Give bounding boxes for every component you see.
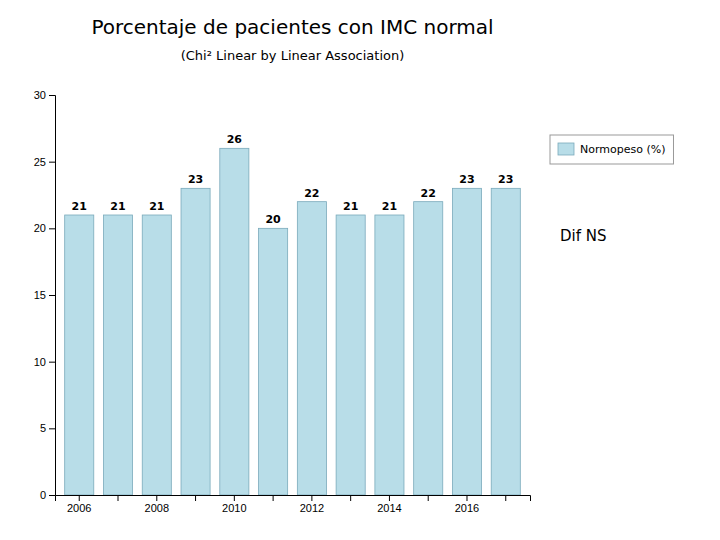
y-tick: 15: [34, 289, 55, 301]
x-tick: 2008: [145, 495, 169, 514]
y-tick-mark: [49, 162, 55, 163]
x-tick: [350, 495, 351, 501]
bar: [65, 215, 94, 495]
legend-frame: [550, 135, 673, 164]
x-tick-mark: [156, 495, 157, 501]
bar: [103, 215, 132, 495]
x-tick-mark: [273, 495, 274, 501]
bar: [220, 148, 249, 495]
x-tick: [428, 495, 429, 501]
x-tick-label: 2006: [67, 502, 91, 514]
chart: Porcentaje de pacientes con IMC normal (C…: [0, 0, 720, 540]
bar: [452, 188, 481, 495]
data-label: 23: [459, 173, 474, 186]
x-tick-mark: [79, 495, 80, 501]
y-tick-label: 25: [34, 156, 46, 168]
y-tick-label: 10: [34, 356, 46, 368]
data-label: 21: [343, 200, 358, 213]
x-tick: [273, 495, 274, 501]
y-tick: 30: [34, 89, 55, 101]
x-axis: 2006 2008 2010 2012 2014 2016: [56, 495, 531, 514]
data-label: 22: [304, 187, 319, 200]
x-tick: 2012: [300, 495, 324, 514]
data-label: 21: [72, 200, 87, 213]
x-tick-mark: [311, 495, 312, 501]
y-tick: 0: [40, 489, 55, 501]
data-label: 23: [498, 173, 513, 186]
x-tick: 2006: [67, 495, 91, 514]
y-tick: 25: [34, 156, 55, 168]
bar: [297, 202, 326, 495]
bar: [375, 215, 404, 495]
x-tick-mark: [195, 495, 196, 501]
subtitle: (Chi² Linear by Linear Association): [181, 48, 405, 63]
x-tick: [118, 495, 119, 501]
x-tick: 2010: [222, 495, 246, 514]
y-tick: 20: [34, 222, 55, 234]
legend-swatch: [558, 143, 574, 155]
y-tick-mark: [49, 362, 55, 363]
y-tick: 5: [40, 422, 55, 434]
bars: [65, 148, 521, 495]
y-tick-mark: [49, 295, 55, 296]
y-tick: 10: [34, 356, 55, 368]
y-tick-mark: [49, 95, 55, 96]
x-tick-mark: [428, 495, 429, 501]
x-tick: 2014: [377, 495, 401, 514]
data-labels: 21 21 21 23 26 20 22 21 21 22 23 23: [72, 133, 514, 226]
y-tick-mark: [49, 428, 55, 429]
bar: [181, 188, 210, 495]
x-tick: [505, 495, 506, 501]
x-tick-label: 2012: [300, 502, 324, 514]
data-label: 23: [188, 173, 203, 186]
data-label: 21: [110, 200, 125, 213]
x-tick-label: 2010: [222, 502, 246, 514]
y-tick-label: 5: [40, 422, 46, 434]
y-axis: 0 5 10 15 20 25 30: [34, 89, 56, 501]
x-axis-line: [56, 496, 531, 502]
legend-label: Normopeso (%): [580, 143, 665, 156]
data-label: 20: [265, 213, 281, 226]
y-tick-label: 15: [34, 289, 46, 301]
legend: Normopeso (%): [550, 135, 673, 164]
data-label: 21: [382, 200, 397, 213]
bar: [142, 215, 171, 495]
bar: [336, 215, 365, 495]
y-tick-mark: [49, 495, 55, 496]
x-tick-mark: [389, 495, 390, 501]
bar: [414, 202, 443, 495]
y-axis-line: [49, 96, 56, 496]
y-tick-mark: [49, 228, 55, 229]
bar: [259, 228, 288, 495]
annotation: Dif NS: [560, 227, 607, 245]
x-tick-mark: [505, 495, 506, 501]
x-tick-mark: [118, 495, 119, 501]
data-label: 21: [149, 200, 164, 213]
bar: [491, 188, 520, 495]
x-tick-label: 2016: [455, 502, 479, 514]
y-tick-label: 30: [34, 89, 46, 101]
y-tick-label: 0: [40, 489, 46, 501]
plot: 0510152025302006200820102012201420162121…: [34, 89, 531, 514]
y-tick-label: 20: [34, 222, 46, 234]
x-tick: 2016: [455, 495, 479, 514]
x-tick-mark: [350, 495, 351, 501]
data-label: 22: [421, 187, 436, 200]
x-tick-label: 2014: [377, 502, 401, 514]
x-tick-label: 2008: [145, 502, 169, 514]
x-tick: [195, 495, 196, 501]
x-tick-mark: [466, 495, 467, 501]
data-label: 26: [227, 133, 243, 146]
x-tick-mark: [234, 495, 235, 501]
title: Porcentaje de pacientes con IMC normal: [91, 15, 493, 39]
